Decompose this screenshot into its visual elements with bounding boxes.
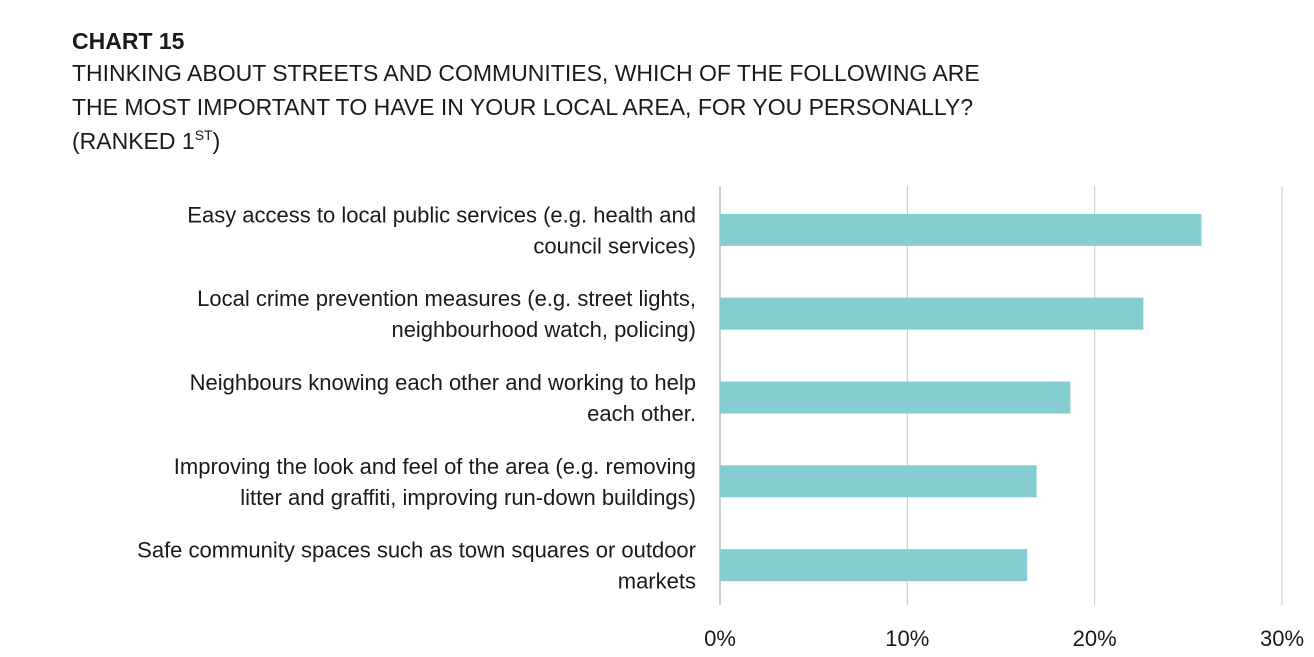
category-label-line: markets — [618, 569, 696, 594]
category-label-line: neighbourhood watch, policing) — [391, 317, 696, 342]
category-label-line: litter and graffiti, improving run-down … — [240, 485, 696, 510]
bar — [720, 549, 1028, 582]
chart-title: THINKING ABOUT STREETS AND COMMUNITIES, … — [72, 56, 1172, 158]
category-label-line: Easy access to local public services (e.… — [187, 202, 696, 227]
category-label: Local crime prevention measures (e.g. st… — [197, 286, 696, 342]
category-label: Safe community spaces such as town squar… — [137, 538, 696, 594]
chart-title-line-2: THE MOST IMPORTANT TO HAVE IN YOUR LOCAL… — [72, 94, 974, 120]
category-label: Easy access to local public services (e.… — [187, 202, 696, 258]
tick-label-layer: 0% 10% 20% 30% — [704, 626, 1304, 651]
x-tick-label: 0% — [704, 626, 736, 651]
x-tick-label: 10% — [885, 626, 929, 651]
chart-title-line-1: THINKING ABOUT STREETS AND COMMUNITIES, … — [72, 60, 980, 86]
category-label-line: Improving the look and feel of the area … — [174, 454, 696, 479]
category-label: Neighbours knowing each other and workin… — [190, 370, 696, 426]
category-label: Improving the look and feel of the area … — [174, 454, 696, 510]
chart-header: CHART 15 THINKING ABOUT STREETS AND COMM… — [72, 26, 1172, 158]
bar — [720, 381, 1071, 414]
x-tick-label: 30% — [1260, 626, 1304, 651]
bar — [720, 297, 1144, 330]
chart-number: CHART 15 — [72, 28, 185, 54]
category-label-line: each other. — [587, 401, 696, 426]
chart-title-ranked-sup: ST — [194, 127, 213, 143]
category-label-layer: Easy access to local public services (e.… — [137, 202, 696, 593]
category-label-line: council services) — [533, 233, 696, 258]
bar-layer — [720, 213, 1202, 582]
category-label-line: Neighbours knowing each other and workin… — [190, 370, 696, 395]
bar — [720, 213, 1202, 246]
category-label-line: Local crime prevention measures (e.g. st… — [197, 286, 696, 311]
chart-title-line-3: (RANKED 1ST) — [72, 124, 1172, 158]
chart-title-ranked-prefix: (RANKED 1 — [72, 128, 195, 154]
bar — [720, 465, 1037, 498]
x-tick-label: 20% — [1073, 626, 1117, 651]
chart-title-ranked-suffix: ) — [212, 128, 221, 154]
category-label-line: Safe community spaces such as town squar… — [137, 538, 696, 563]
